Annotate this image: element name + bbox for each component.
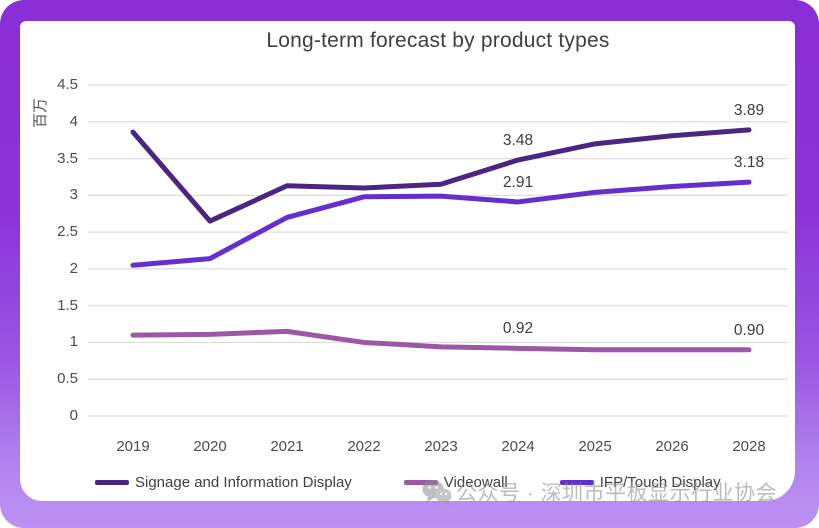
legend-label: Videowall bbox=[443, 474, 508, 491]
x-tick-label: 2026 bbox=[655, 438, 689, 455]
x-tick-label: 2023 bbox=[424, 438, 458, 455]
series-line-signage-and-information-display bbox=[130, 127, 752, 224]
data-label: 2.91 bbox=[502, 173, 534, 191]
wechat-icon bbox=[422, 480, 452, 505]
legend-swatch bbox=[95, 480, 129, 485]
x-tick-label: 2024 bbox=[501, 438, 535, 455]
data-label: 3.18 bbox=[733, 154, 765, 172]
x-tick-label: 2020 bbox=[193, 438, 227, 455]
y-tick-label: 3 bbox=[69, 186, 78, 204]
legend-swatch bbox=[403, 480, 438, 485]
legend-label: IFP/Touch Display bbox=[599, 474, 721, 491]
y-tick-label: 3.5 bbox=[57, 149, 78, 167]
data-label: 0.92 bbox=[502, 320, 534, 338]
watermark-text: 公众号 · 深圳市平板显示行业协会 bbox=[456, 482, 778, 505]
line-chart bbox=[88, 84, 788, 417]
data-label: 3.48 bbox=[502, 132, 534, 150]
x-tick-label: 2028 bbox=[732, 438, 766, 455]
watermark: 公众号 · 深圳市平板显示行业协会 bbox=[422, 477, 777, 507]
x-tick-label: 2022 bbox=[347, 438, 381, 455]
y-tick-label: 4.5 bbox=[57, 76, 78, 93]
legend-item-ifp-touch-display: IFP/Touch Display bbox=[559, 474, 721, 491]
y-tick-label: 2.5 bbox=[57, 223, 78, 241]
legend-label: Signage and Information Display bbox=[135, 474, 352, 491]
legend-item-signage-and-information-display: Signage and Information Display bbox=[95, 474, 352, 491]
y-tick-label: 2 bbox=[69, 259, 78, 277]
series-line-ifp-touch-display bbox=[130, 179, 752, 268]
data-label: 0.90 bbox=[733, 321, 765, 339]
y-tick-label: 0 bbox=[69, 407, 78, 424]
chart-title: Long-term forecast by product types bbox=[266, 29, 610, 52]
legend: Signage and Information Display Videowall… bbox=[95, 474, 721, 491]
y-tick-label: 1 bbox=[69, 333, 78, 351]
x-tick-label: 2019 bbox=[116, 438, 150, 455]
chart-card: Long-term forecast by product types 百万 0… bbox=[20, 21, 795, 505]
legend-swatch bbox=[559, 480, 594, 485]
data-label: 3.89 bbox=[733, 101, 765, 119]
legend-item-videowall: Videowall bbox=[403, 474, 508, 491]
x-tick-label: 2021 bbox=[270, 438, 304, 455]
x-tick-label: 2025 bbox=[578, 438, 612, 455]
y-tick-label: 0.5 bbox=[57, 370, 78, 388]
y-tick-label: 1.5 bbox=[57, 296, 78, 314]
y-tick-label: 4 bbox=[69, 112, 78, 130]
series-line-videowall bbox=[130, 328, 752, 353]
